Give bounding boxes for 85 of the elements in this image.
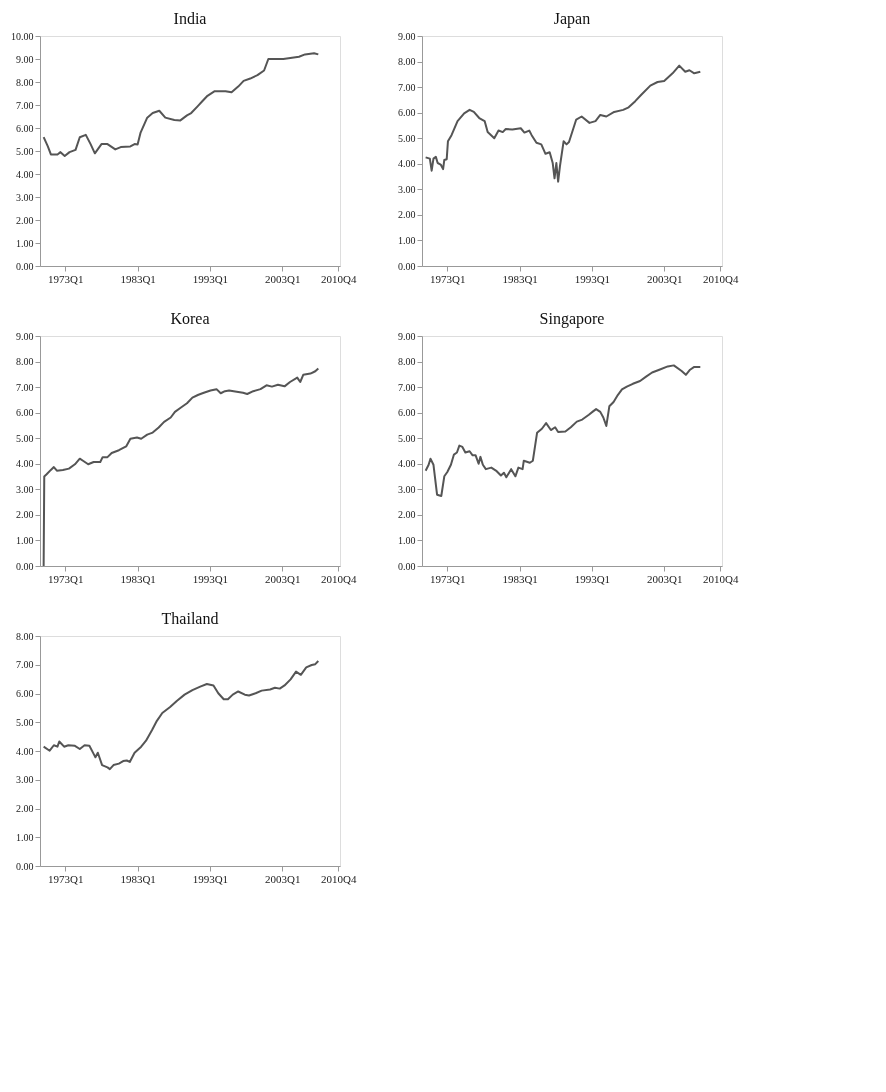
chart-title: India [173, 10, 207, 27]
x-tick-label: 1983Q1 [120, 272, 156, 285]
y-tick-label: 2.00 [16, 214, 34, 226]
y-tick-label: 7.00 [16, 659, 34, 671]
chart-title: Japan [553, 10, 591, 28]
x-tick-label: 1993Q1 [192, 572, 229, 585]
x-tick-label: 1993Q1 [574, 272, 611, 285]
y-tick-label: 4.00 [398, 458, 416, 470]
y-tick-label: 6.00 [16, 688, 34, 699]
x-tick-label: 2003Q1 [646, 572, 683, 585]
x-tick-label: 1973Q1 [48, 572, 84, 585]
x-tick-label: 2003Q1 [264, 572, 301, 585]
y-tick-label: 1.00 [398, 534, 416, 546]
x-tick-label: 1983Q1 [120, 572, 156, 585]
y-tick-label: 4.00 [16, 168, 34, 180]
y-tick-label: 7.00 [16, 381, 34, 393]
x-tick-label: 2010Q4 [320, 872, 357, 885]
line-series [42, 367, 320, 567]
y-tick-label: 0.00 [398, 260, 416, 272]
y-tick-label: 8.00 [16, 356, 34, 368]
y-tick-label: 1.00 [16, 237, 34, 249]
x-tick-label: 1993Q1 [192, 272, 229, 285]
chart-title: Thailand [161, 610, 219, 627]
line-series [42, 52, 320, 158]
y-tick-label: 5.00 [398, 432, 416, 444]
y-tick-label: 9.00 [398, 30, 416, 42]
y-tick-label: 4.00 [16, 745, 34, 757]
y-tick-label: 7.00 [398, 81, 416, 93]
x-tick-label: 2010Q4 [320, 272, 357, 285]
y-tick-label: 3.00 [398, 483, 416, 495]
x-tick-label: 1973Q1 [48, 872, 84, 885]
y-tick-label: 10.00 [11, 30, 34, 42]
y-tick-label: 2.00 [16, 803, 34, 814]
y-tick-label: 7.00 [16, 99, 34, 111]
chart-title: Korea [170, 310, 210, 327]
x-tick-label: 1973Q1 [48, 272, 84, 285]
x-tick-label: 1983Q1 [120, 872, 156, 885]
y-tick-label: 9.00 [398, 330, 416, 342]
y-tick-label: 0.00 [16, 560, 34, 572]
y-tick-label: 0.00 [16, 860, 34, 872]
x-tick-label: 2003Q1 [264, 872, 301, 885]
y-tick-label: 6.00 [398, 107, 416, 119]
y-tick-label: 1.00 [398, 234, 416, 246]
y-tick-label: 0.00 [16, 260, 34, 272]
y-tick-label: 1.00 [16, 534, 34, 546]
y-tick-label: 4.00 [398, 158, 416, 170]
y-tick-label: 6.00 [398, 407, 416, 419]
x-tick-label: 1983Q1 [502, 572, 538, 585]
x-tick-label: 2003Q1 [264, 272, 301, 285]
y-tick-label: 5.00 [16, 716, 34, 728]
y-tick-label: 9.00 [16, 53, 34, 65]
x-tick-label: 2010Q4 [702, 272, 739, 285]
x-tick-label: 1973Q1 [430, 272, 466, 285]
y-tick-label: 8.00 [16, 76, 34, 88]
x-tick-label: 1993Q1 [574, 572, 611, 585]
y-tick-label: 6.00 [16, 407, 34, 419]
y-tick-label: 3.00 [16, 774, 34, 786]
line-series [424, 64, 702, 183]
y-tick-label: 3.00 [16, 191, 34, 203]
y-tick-label: 4.00 [16, 458, 34, 470]
x-tick-label: 1983Q1 [502, 272, 538, 285]
y-tick-label: 7.00 [398, 381, 416, 393]
y-tick-label: 5.00 [16, 145, 34, 157]
y-tick-label: 8.00 [398, 56, 416, 68]
x-tick-label: 1993Q1 [192, 872, 229, 885]
y-tick-label: 0.00 [398, 560, 416, 572]
y-tick-label: 8.00 [16, 630, 34, 642]
x-tick-label: 2010Q4 [702, 572, 739, 585]
y-tick-label: 3.00 [398, 183, 416, 195]
y-tick-label: 2.00 [16, 509, 34, 521]
x-tick-label: 1973Q1 [430, 572, 466, 585]
x-tick-label: 2010Q4 [320, 572, 357, 585]
y-tick-label: 6.00 [16, 122, 34, 134]
y-tick-label: 5.00 [16, 432, 34, 444]
chart-title: Singapore [539, 310, 605, 328]
y-tick-label: 2.00 [398, 209, 416, 221]
y-tick-label: 1.00 [16, 831, 34, 843]
y-tick-label: 2.00 [398, 509, 416, 521]
y-tick-label: 3.00 [16, 483, 34, 495]
y-tick-label: 8.00 [398, 356, 416, 368]
y-tick-label: 5.00 [398, 132, 416, 144]
line-series [42, 660, 320, 771]
x-tick-label: 2003Q1 [646, 272, 683, 285]
line-series [424, 364, 702, 497]
y-tick-label: 9.00 [16, 330, 34, 342]
